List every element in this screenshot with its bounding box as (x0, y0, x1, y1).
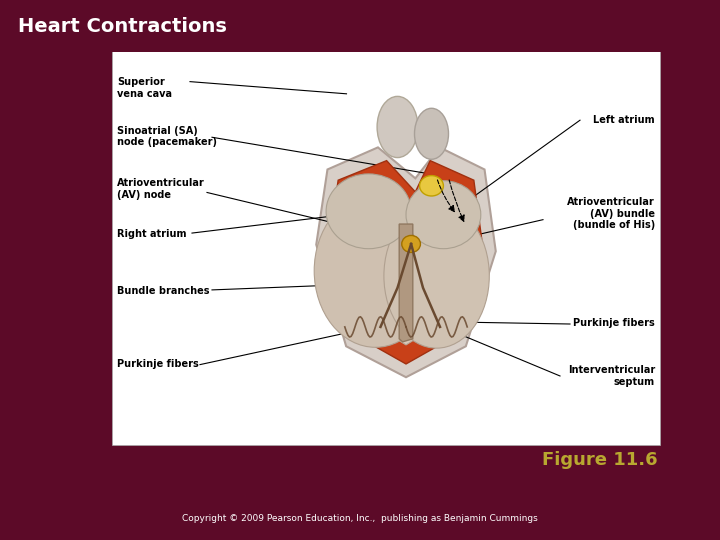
Text: Atrioventricular
(AV) bundle
(bundle of His): Atrioventricular (AV) bundle (bundle of … (567, 197, 655, 230)
Ellipse shape (415, 109, 449, 159)
Text: Atrioventricular
(AV) node: Atrioventricular (AV) node (117, 178, 204, 200)
Text: Purkinje fibers: Purkinje fibers (117, 359, 199, 369)
Polygon shape (316, 147, 496, 377)
Text: Right atrium: Right atrium (117, 229, 186, 239)
Text: Bundle branches: Bundle branches (117, 286, 210, 296)
Text: Sinoatrial (SA)
node (pacemaker): Sinoatrial (SA) node (pacemaker) (117, 126, 217, 147)
Ellipse shape (384, 204, 490, 348)
Text: Interventricular
septum: Interventricular septum (568, 365, 655, 387)
Polygon shape (399, 224, 413, 342)
Ellipse shape (406, 181, 481, 249)
Ellipse shape (420, 176, 444, 196)
Text: Copyright © 2009 Pearson Education, Inc.,  publishing as Benjamin Cummings: Copyright © 2009 Pearson Education, Inc.… (182, 514, 538, 523)
Ellipse shape (314, 194, 436, 347)
Ellipse shape (377, 96, 418, 158)
Text: Left atrium: Left atrium (593, 115, 655, 125)
Text: Purkinje fibers: Purkinje fibers (573, 318, 655, 328)
Polygon shape (328, 160, 484, 364)
Text: Heart Contractions: Heart Contractions (18, 17, 227, 36)
Polygon shape (347, 183, 464, 345)
Ellipse shape (402, 235, 420, 252)
Text: Superior
vena cava: Superior vena cava (117, 77, 172, 98)
Bar (112, 39, 660, 445)
Text: Figure 11.6: Figure 11.6 (542, 451, 658, 469)
Ellipse shape (326, 174, 411, 249)
